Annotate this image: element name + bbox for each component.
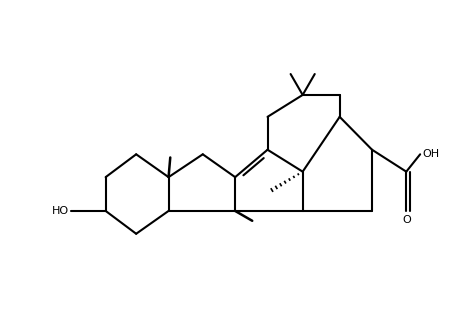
Text: O: O xyxy=(402,215,410,225)
Text: HO: HO xyxy=(52,206,69,216)
Text: OH: OH xyxy=(422,149,439,159)
